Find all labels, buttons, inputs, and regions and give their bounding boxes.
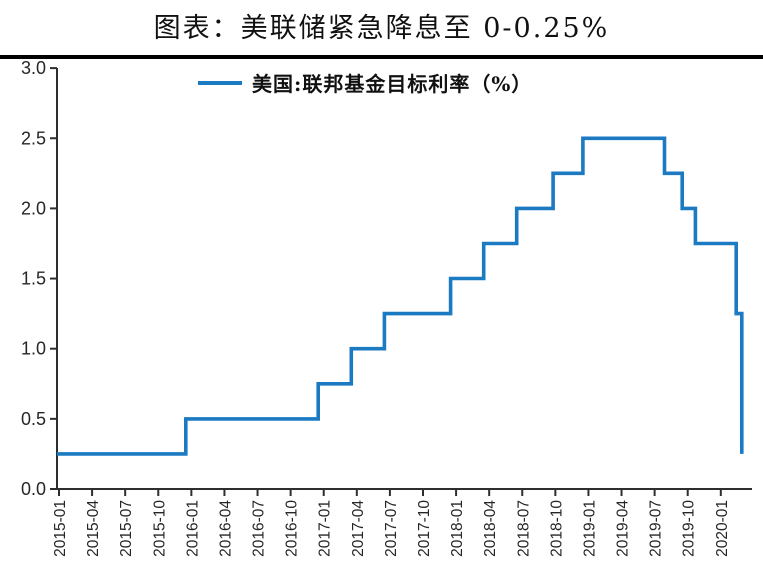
- x-tick-label: 2018-07: [515, 500, 532, 557]
- x-tick-label: 2018-04: [482, 500, 499, 557]
- x-tick-label: 2019-07: [648, 500, 665, 557]
- y-tick-label: 1.0: [21, 339, 46, 359]
- x-tick-label: 2015-10: [151, 500, 168, 557]
- x-tick-label: 2019-04: [615, 500, 632, 557]
- y-tick-label: 0.5: [21, 409, 46, 429]
- chart-title: 图表：美联储紧急降息至 0-0.25%: [153, 13, 610, 44]
- x-tick-label: 2015-07: [118, 500, 135, 557]
- x-tick-label: 2016-01: [184, 500, 201, 557]
- x-tick-label: 2017-01: [317, 500, 334, 557]
- x-tick-label: 2017-10: [416, 500, 433, 557]
- x-tick-label: 2015-04: [85, 500, 102, 557]
- y-tick-label: 3.0: [21, 58, 46, 78]
- x-tick-label: 2018-01: [449, 500, 466, 557]
- x-tick-label: 2016-04: [217, 500, 234, 557]
- x-tick-label: 2015-01: [52, 500, 69, 557]
- y-tick-label: 2.0: [21, 198, 46, 218]
- legend-line-marker: [198, 80, 242, 85]
- x-tick-label: 2016-10: [284, 500, 301, 557]
- x-tick-label: 2016-07: [251, 500, 268, 557]
- title-underline: [0, 55, 763, 59]
- y-tick-label: 2.5: [21, 128, 46, 148]
- x-tick-label: 2020-01: [714, 500, 731, 557]
- legend: 美国:联邦基金目标利率（%）: [198, 68, 532, 97]
- x-tick-label: 2018-10: [548, 500, 565, 557]
- legend-label: 美国:联邦基金目标利率（%）: [252, 72, 533, 96]
- y-tick-label: 0.0: [21, 479, 46, 499]
- y-tick-label: 1.5: [21, 269, 46, 289]
- x-tick-label: 2019-01: [581, 500, 598, 557]
- x-tick-label: 2019-10: [681, 500, 698, 557]
- rate-step-line: [57, 136, 744, 456]
- x-tick-label: 2017-07: [383, 500, 400, 557]
- x-tick-label: 2017-04: [350, 500, 367, 557]
